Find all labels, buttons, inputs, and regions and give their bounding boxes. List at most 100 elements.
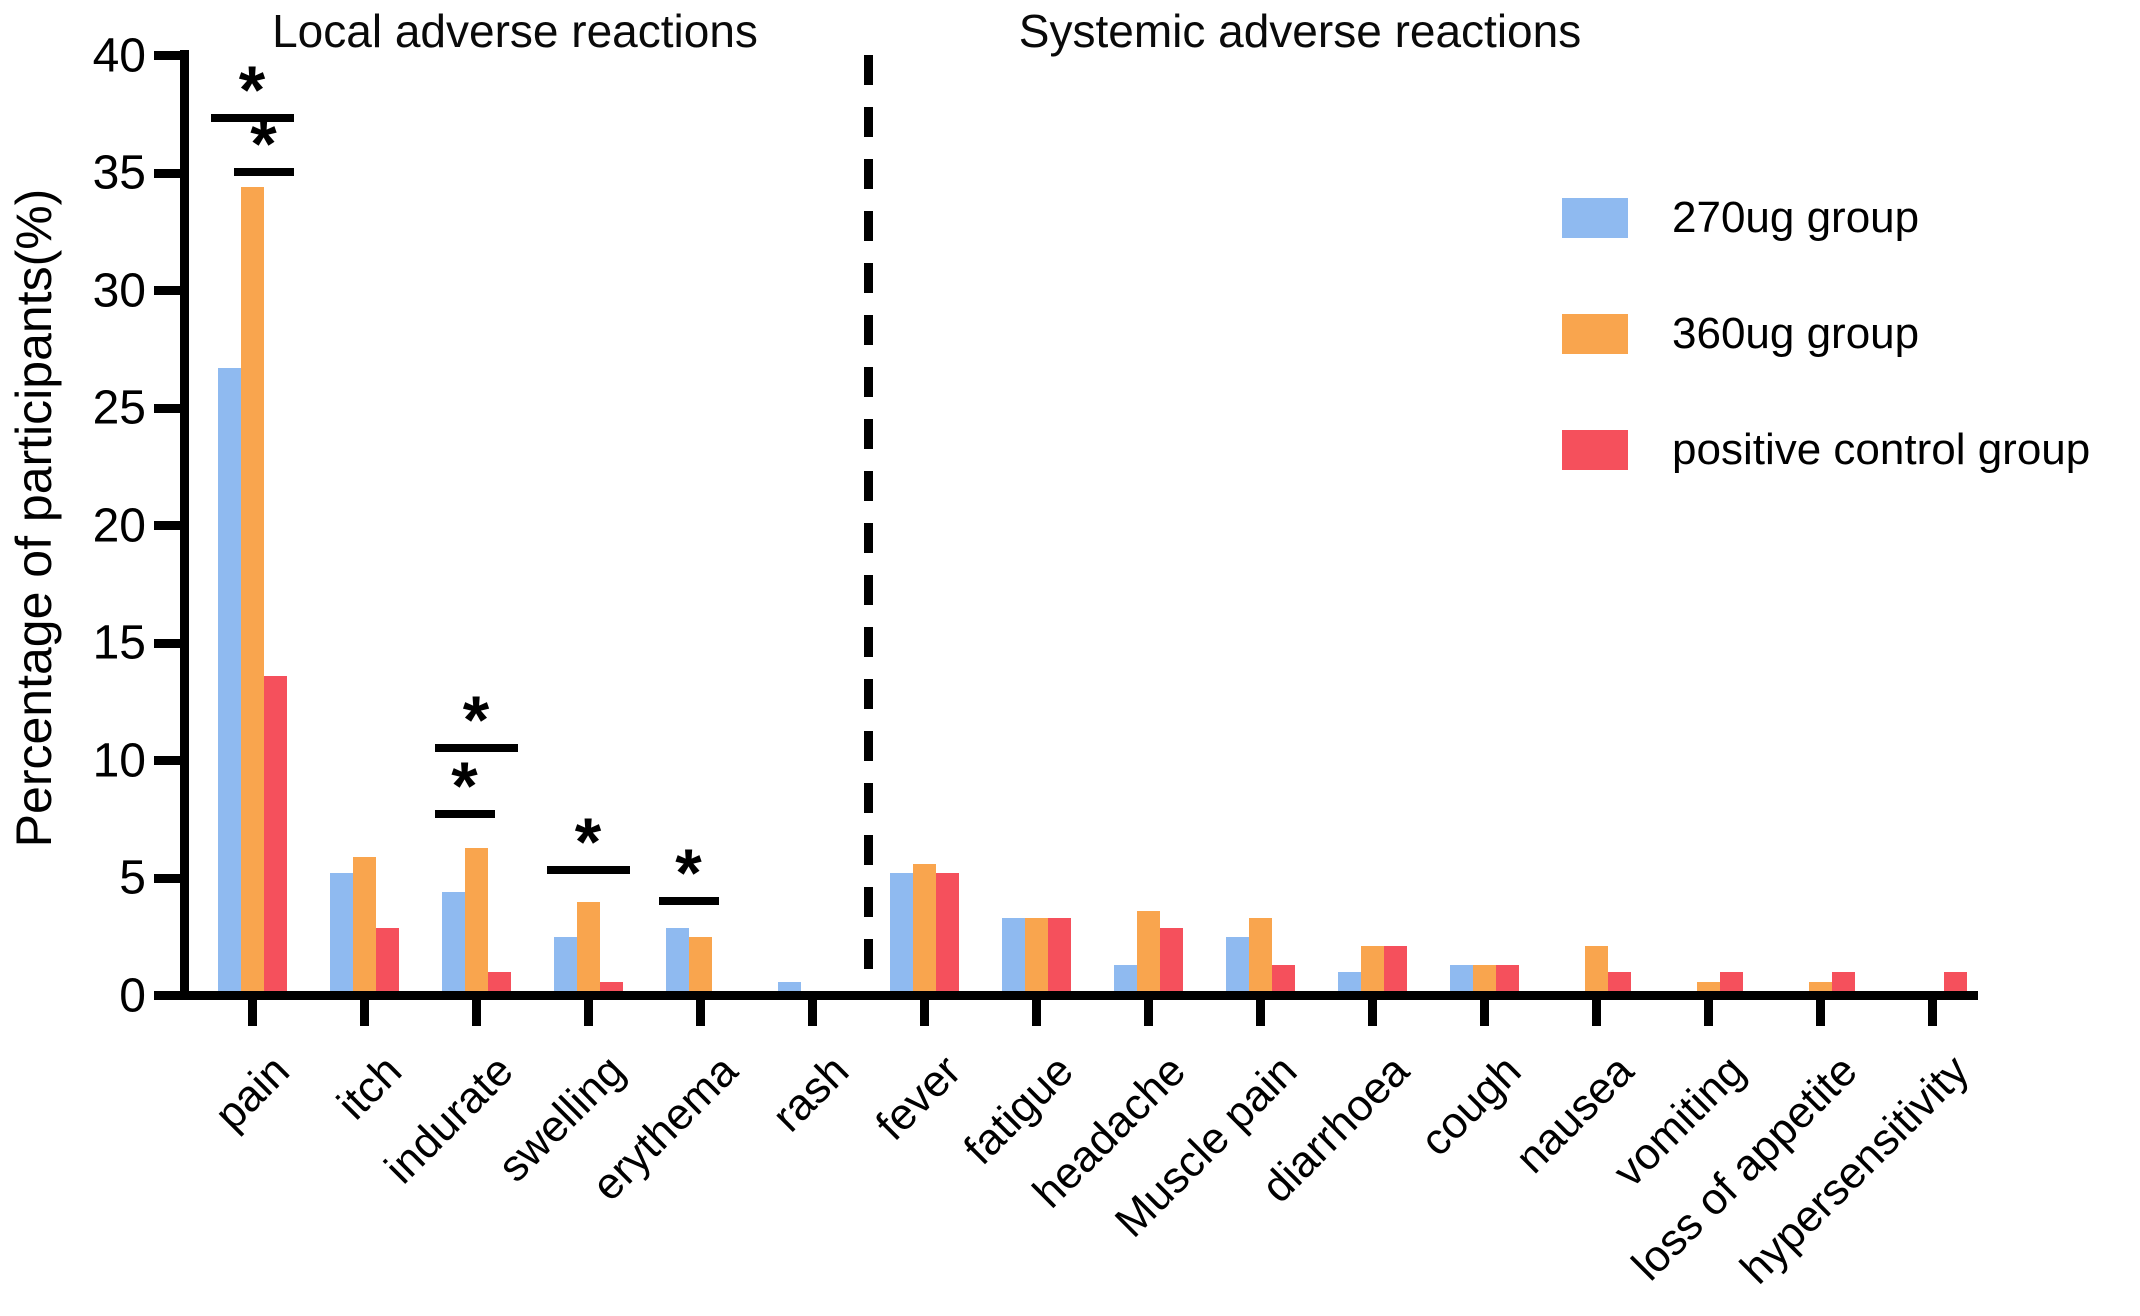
legend-row-0: 270ug group: [1562, 193, 1920, 242]
x-tick-15: [1927, 1000, 1937, 1026]
y-tick-label-30: 30: [92, 264, 146, 317]
bar-270ug-group-cough: [1449, 965, 1473, 991]
x-tick-2: [471, 1000, 481, 1026]
bar-360ug-group-nausea: [1584, 946, 1608, 991]
significance-star-indurate-3: *: [451, 747, 478, 824]
bar-270ug-group-itch: [329, 873, 353, 991]
y-tick-30: [154, 286, 180, 295]
x-category-label-pain: pain: [205, 1046, 299, 1140]
y-tick-label-20: 20: [92, 499, 146, 552]
bar-360ug-group-swelling: [576, 902, 600, 991]
y-tick-label-25: 25: [92, 381, 146, 435]
bar-positive-control-group-vomiting: [1719, 972, 1743, 991]
significance-line-erythema-5: [658, 896, 719, 905]
bar-360ug-group-fever: [912, 864, 936, 991]
bar-360ug-group-pain: [240, 187, 264, 991]
y-tick-25: [154, 403, 180, 413]
legend-swatch-1: [1562, 314, 1628, 354]
bar-270ug-group-headache: [1113, 965, 1137, 991]
bar-positive-control-group-Muscle-pain: [1271, 965, 1295, 991]
y-tick-label-40: 40: [92, 29, 146, 82]
bar-positive-control-group-indurate: [487, 972, 511, 991]
bar-360ug-group-fatigue: [1024, 918, 1048, 991]
bar-270ug-group-swelling: [553, 937, 577, 991]
section-title-systemic: Systemic adverse reactions: [1018, 5, 1582, 57]
bar-360ug-group-loss-of-appetite: [1808, 982, 1832, 991]
bar-positive-control-group-headache: [1159, 928, 1183, 991]
bar-positive-control-group-fever: [935, 873, 959, 991]
section-divider-dashed-line: [863, 55, 873, 991]
bar-positive-control-group-diarrhoea: [1383, 946, 1407, 991]
bar-positive-control-group-swelling: [599, 982, 623, 991]
x-category-label-fever: fever: [866, 1046, 971, 1150]
x-tick-8: [1143, 1000, 1153, 1026]
significance-star-erythema-5: *: [675, 834, 702, 911]
x-tick-11: [1479, 1000, 1489, 1026]
y-tick-15: [154, 638, 180, 648]
x-category-label-itch: itch: [327, 1046, 411, 1130]
x-tick-6: [919, 1000, 929, 1026]
bar-positive-control-group-fatigue: [1047, 918, 1071, 991]
significance-star-swelling-4: *: [574, 804, 602, 881]
significance-star-pain-0: *: [238, 52, 266, 129]
x-tick-0: [247, 1000, 257, 1026]
y-tick-label-35: 35: [92, 146, 146, 200]
bar-270ug-group-indurate: [441, 892, 465, 991]
bar-270ug-group-fever: [889, 873, 913, 991]
x-tick-5: [807, 1000, 817, 1026]
y-tick-5: [154, 873, 180, 883]
y-tick-35: [154, 168, 180, 178]
y-axis-line: [180, 50, 189, 1000]
bar-270ug-group-fatigue: [1001, 918, 1025, 991]
y-axis-title: Percentage of participants(%): [6, 188, 62, 848]
x-tick-13: [1703, 1000, 1713, 1026]
bar-270ug-group-pain: [217, 368, 241, 991]
significance-star-indurate-2: *: [462, 682, 490, 759]
x-category-label-rash: rash: [763, 1046, 859, 1142]
legend-swatch-2: [1562, 430, 1628, 470]
legend-swatch-0: [1562, 198, 1628, 238]
legend-label-2: positive control group: [1672, 425, 2091, 474]
bar-360ug-group-diarrhoea: [1360, 946, 1384, 991]
bar-270ug-group-erythema: [665, 928, 689, 991]
significance-line-pain-0: [210, 114, 294, 123]
y-tick-label-15: 15: [92, 616, 146, 670]
y-tick-20: [154, 521, 180, 530]
y-tick-0: [154, 991, 180, 1000]
bar-360ug-group-indurate: [464, 848, 488, 991]
bar-360ug-group-erythema: [688, 937, 712, 991]
bar-positive-control-group-cough: [1495, 965, 1519, 991]
significance-star-pain-1: *: [250, 106, 277, 183]
significance-line-indurate-3: [434, 809, 495, 818]
section-title-local: Local adverse reactions: [272, 5, 758, 57]
y-tick-label-10: 10: [92, 734, 146, 787]
bar-positive-control-group-hypersensitivity: [1943, 972, 1967, 991]
x-tick-12: [1591, 1000, 1601, 1026]
bar-360ug-group-Muscle-pain: [1248, 918, 1272, 991]
y-tick-label-0: 0: [119, 969, 146, 1022]
x-tick-9: [1255, 1000, 1265, 1026]
x-tick-10: [1367, 1000, 1377, 1026]
x-tick-1: [359, 1000, 369, 1026]
bar-positive-control-group-itch: [375, 928, 399, 991]
bar-360ug-group-itch: [352, 857, 376, 991]
legend-row-1: 360ug group: [1562, 309, 1920, 358]
legend-label-0: 270ug group: [1672, 193, 1920, 242]
significance-line-indurate-2: [434, 744, 518, 753]
legend-row-2: positive control group: [1562, 425, 2091, 474]
bar-360ug-group-vomiting: [1696, 982, 1720, 991]
y-tick-40: [154, 51, 180, 60]
x-tick-4: [695, 1000, 705, 1026]
y-tick-10: [154, 756, 180, 765]
x-axis-line: [157, 991, 1978, 1000]
bar-270ug-group-diarrhoea: [1337, 972, 1361, 991]
bar-positive-control-group-pain: [263, 676, 287, 991]
significance-line-swelling-4: [546, 866, 630, 875]
bar-270ug-group-Muscle-pain: [1225, 937, 1249, 991]
legend-label-1: 360ug group: [1672, 309, 1920, 358]
bar-positive-control-group-nausea: [1607, 972, 1631, 991]
bar-270ug-group-rash: [777, 982, 801, 991]
x-tick-3: [583, 1000, 593, 1026]
bar-positive-control-group-loss-of-appetite: [1831, 972, 1855, 991]
